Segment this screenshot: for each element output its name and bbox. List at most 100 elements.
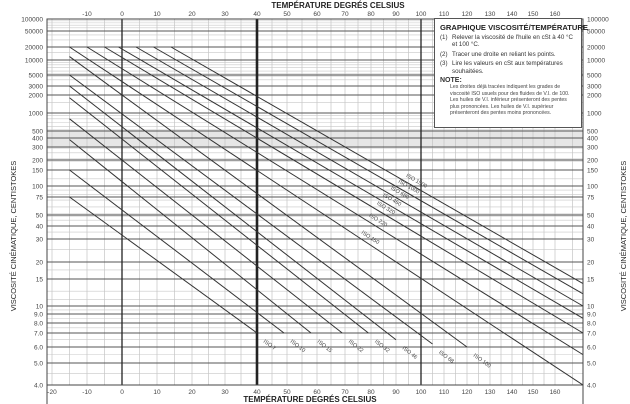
- x-tick-label: 40: [253, 11, 261, 18]
- x-tick-label: 70: [341, 11, 349, 18]
- step-number: (2): [440, 50, 448, 58]
- x-tick-label: 0: [120, 11, 124, 18]
- x-tick-label: 70: [341, 389, 349, 396]
- x-tick-label: 120: [462, 389, 473, 396]
- x-axis-bottom-title: TEMPÉRATURE DEGRÉS CELSIUS: [243, 395, 377, 404]
- y-tick-label: 100: [587, 184, 598, 191]
- x-tick-label: 120: [462, 11, 473, 18]
- highlight-vertical-lines: [121, 19, 422, 385]
- y-tick-label: 15: [587, 277, 595, 284]
- y-tick-label: 1000: [587, 111, 602, 118]
- y-tick-label: 3000: [587, 84, 602, 91]
- step-text: Lire les valeurs en cSt aux températures…: [452, 60, 563, 75]
- y-axis-left-ticks: 100000 50000 20000 10000 5000 3000 2000 1000 500…: [21, 17, 43, 390]
- x-tick-label: 50: [283, 11, 291, 18]
- y-tick-label: 100000: [21, 17, 43, 24]
- y-tick-label: 30: [36, 237, 44, 244]
- legend-step-1: (1) Relever la viscosité de l'huile en c…: [440, 34, 576, 49]
- y-tick-label: 400: [32, 136, 43, 143]
- legend-step-2: (2) Tracer une droite en reliant les poi…: [440, 51, 576, 58]
- y-tick-label: 2000: [587, 93, 602, 100]
- x-tick-label: 140: [507, 389, 518, 396]
- note-text: Les droites déjà tracées indiquent les g…: [450, 84, 570, 117]
- x-tick-label: 10: [153, 11, 161, 18]
- x-tick-label: 40: [253, 389, 261, 396]
- y-tick-label: 300: [32, 145, 43, 152]
- iso-label: ISO 7: [262, 339, 277, 352]
- y-tick-label: 20: [587, 260, 595, 267]
- y-tick-label: 100000: [587, 17, 609, 24]
- x-tick-label: 150: [528, 389, 539, 396]
- x-tick-label: 90: [392, 389, 400, 396]
- plot-frame: [46, 18, 584, 386]
- x-tick-label: 60: [313, 11, 321, 18]
- step-number: (3): [440, 60, 448, 68]
- x-tick-label: 130: [485, 11, 496, 18]
- y-tick-label: 4.0: [587, 383, 596, 390]
- y-tick-label: 500: [32, 129, 43, 136]
- legend-title: GRAPHIQUE VISCOSITÉ/TEMPÉRATURE: [440, 23, 588, 32]
- y-tick-label: 5000: [29, 73, 44, 80]
- y-tick-label: 50: [587, 213, 595, 220]
- y-axis-left-title: VISCOSITÉ CINÉMATIQUE, CENTISTOKES: [9, 161, 18, 312]
- y-tick-label: 4.0: [34, 383, 43, 390]
- x-tick-label: 20: [188, 389, 196, 396]
- instructions-legend-box: GRAPHIQUE VISCOSITÉ/TEMPÉRATURE (1) Rele…: [434, 18, 588, 128]
- legend-step-3: (3) Lire les valeurs en cSt aux températ…: [440, 60, 576, 75]
- y-tick-label: 10: [587, 304, 595, 311]
- y-tick-label: 5.0: [587, 361, 596, 368]
- y-axis-right-ticks: 100000 50000 20000 10000 5000 3000 2000 1000 500…: [587, 17, 609, 390]
- y-tick-label: 40: [587, 224, 595, 231]
- y-tick-label: 7.0: [587, 331, 596, 338]
- y-tick-label: 400: [587, 136, 598, 143]
- x-tick-label: -10: [82, 11, 92, 18]
- x-tick-label: 50: [283, 389, 291, 396]
- x-tick-label: 60: [313, 389, 321, 396]
- y-tick-label: 20000: [587, 45, 605, 52]
- y-tick-label: 9.0: [587, 312, 596, 319]
- y-tick-label: 75: [587, 195, 595, 202]
- iso-grade-lines: [69, 46, 584, 386]
- y-tick-label: 150: [32, 168, 43, 175]
- y-tick-label: 8.0: [34, 321, 43, 328]
- y-tick-label: 5000: [587, 73, 602, 80]
- y-tick-label: 7.0: [34, 331, 43, 338]
- x-tick-label: -20: [47, 389, 57, 396]
- x-tick-label: 20: [188, 11, 196, 18]
- y-tick-label: 15: [36, 277, 44, 284]
- y-tick-label: 10: [36, 304, 44, 311]
- iso-label: ISO 150: [360, 230, 380, 246]
- x-tick-label: 10: [153, 389, 161, 396]
- y-tick-label: 50000: [587, 29, 605, 36]
- y-tick-label: 30: [587, 237, 595, 244]
- y-tick-label: 20: [36, 260, 44, 267]
- x-tick-label: 90: [392, 11, 400, 18]
- y-tick-label: 50000: [25, 29, 43, 36]
- x-tick-label: 150: [528, 11, 539, 18]
- x-tick-label: 160: [550, 389, 561, 396]
- y-tick-label: 100: [32, 184, 43, 191]
- y-tick-label: 300: [587, 145, 598, 152]
- x-tick-label: 130: [485, 389, 496, 396]
- y-tick-label: 1000: [29, 111, 44, 118]
- y-tick-label: 3000: [29, 84, 44, 91]
- y-tick-label: 200: [32, 158, 43, 165]
- y-tick-label: 40: [36, 224, 44, 231]
- y-tick-label: 200: [587, 158, 598, 165]
- y-tick-label: 8.0: [587, 321, 596, 328]
- x-axis-top-title: TEMPÉRATURE DEGRÉS CELSIUS: [271, 1, 405, 10]
- x-axis-bottom-ticks: -20 -10 0 10 20 30 40 50 60 70 80 90 100 110 120 130 140…: [47, 389, 561, 396]
- y-tick-label: 75: [36, 195, 44, 202]
- y-tick-label: 9.0: [34, 312, 43, 319]
- y-tick-label: 2000: [29, 93, 44, 100]
- iso-label: ISO 22: [347, 339, 364, 354]
- y-tick-label: 5.0: [34, 361, 43, 368]
- x-tick-label: 160: [550, 11, 561, 18]
- step-number: (1): [440, 34, 448, 41]
- y-tick-label: 6.0: [34, 345, 43, 352]
- x-tick-label: 30: [221, 11, 229, 18]
- y-tick-label: 6.0: [587, 345, 596, 352]
- y-tick-label: 150: [587, 168, 598, 175]
- x-tick-label: 100: [416, 389, 427, 396]
- step-text: Relever la viscosité de l'huile en cSt à…: [452, 34, 573, 49]
